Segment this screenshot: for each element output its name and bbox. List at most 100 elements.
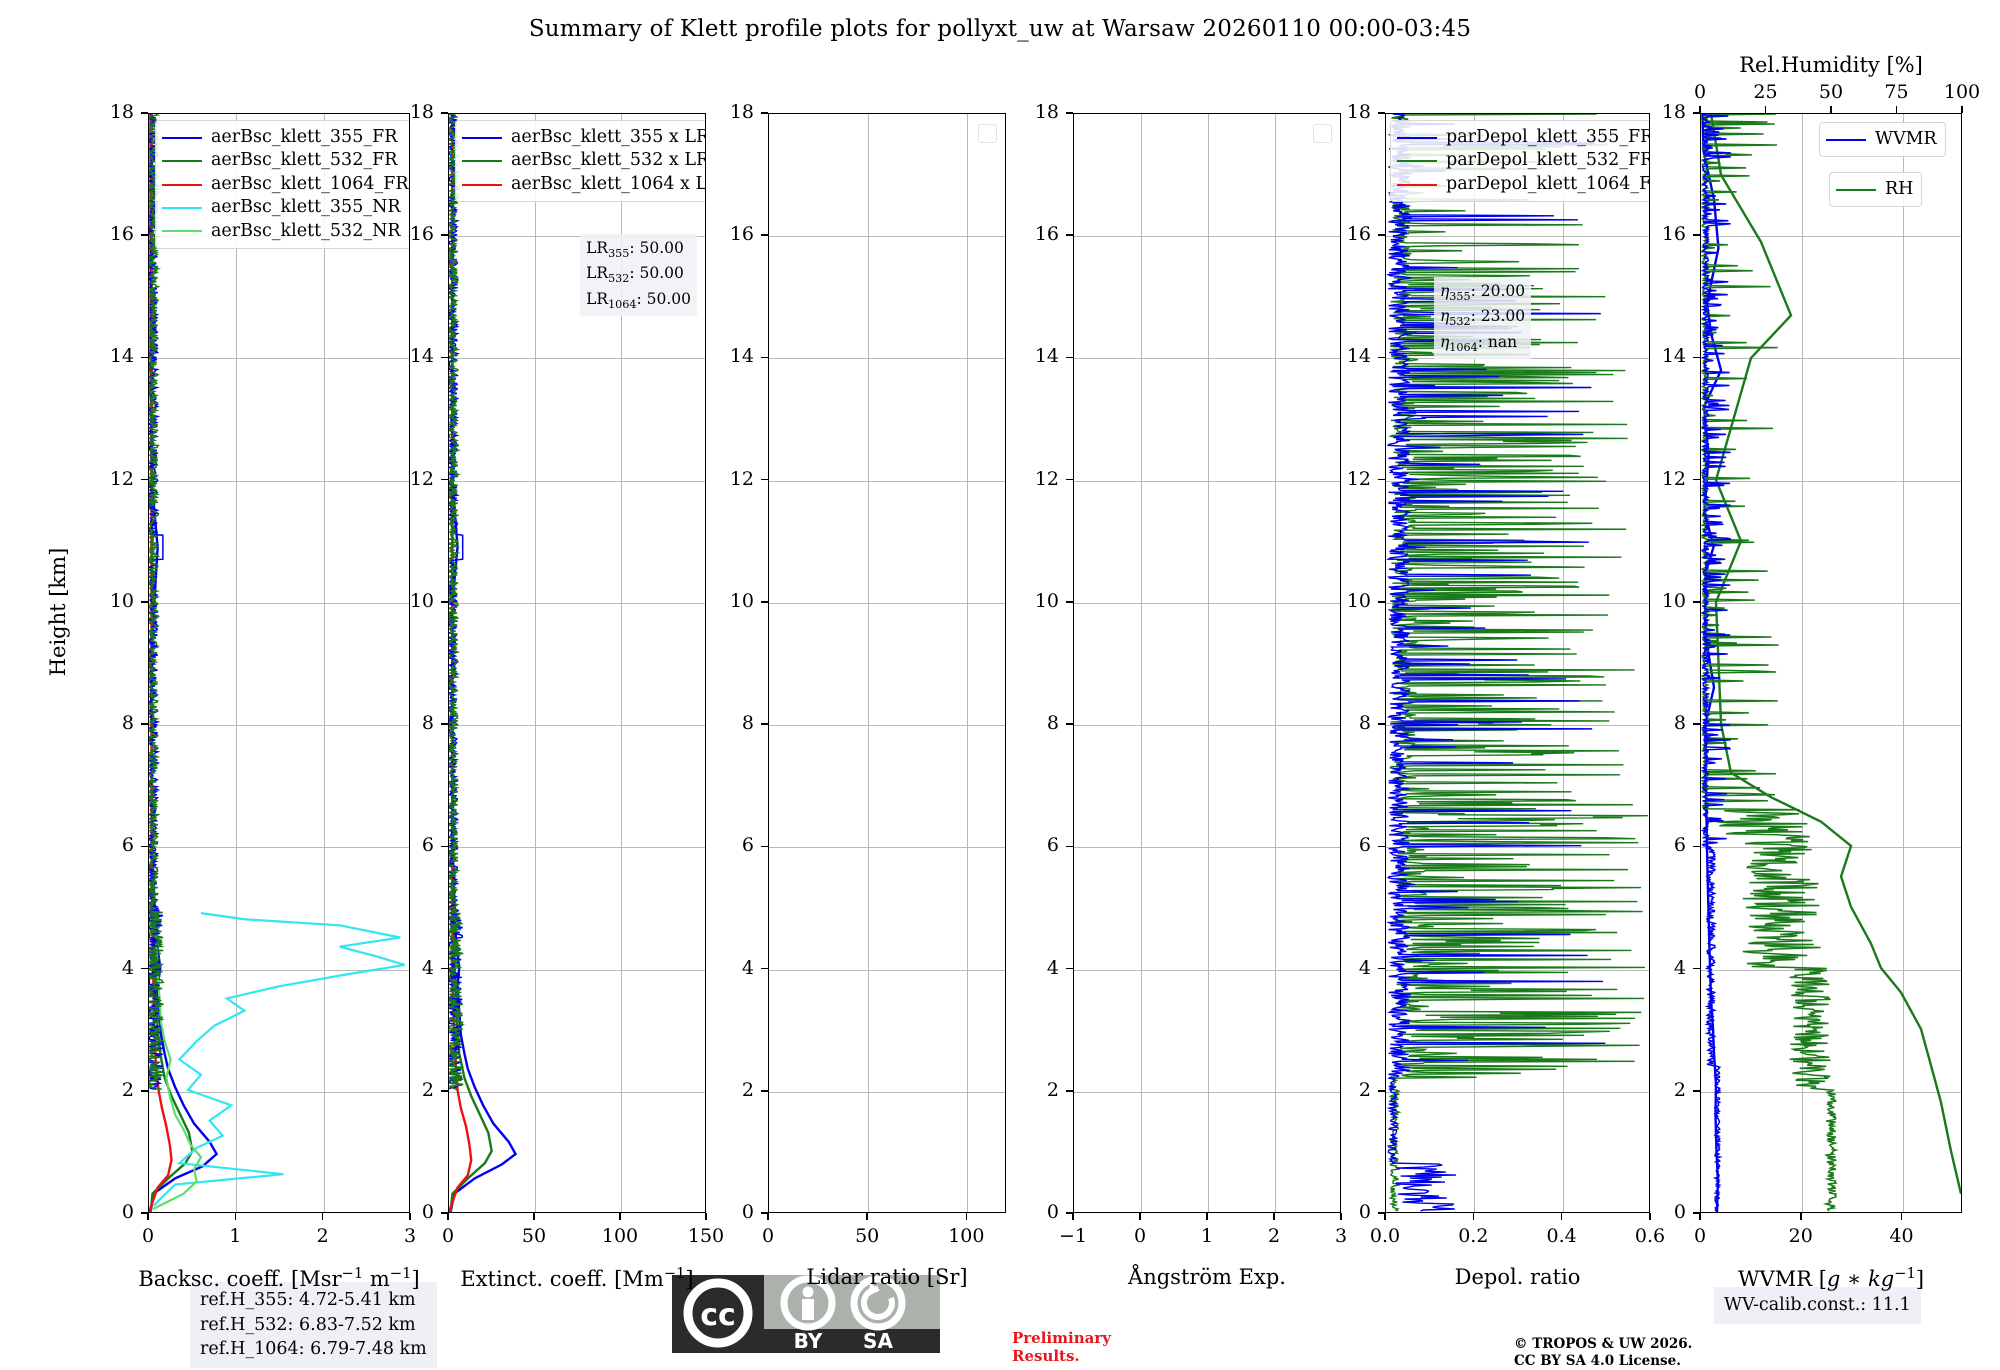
- gridline-horizontal: [769, 480, 1005, 482]
- gridline-horizontal: [449, 847, 705, 849]
- legend-label: WVMR: [1875, 129, 1937, 149]
- series-layer: [1701, 114, 1961, 1212]
- y-tick-label: 8: [1358, 712, 1371, 735]
- legend-row: aerBsc_klett_532 x LR: [462, 149, 705, 172]
- legend-swatch-icon: [462, 136, 502, 139]
- copyright-note: © TROPOS & UW 2026. CC BY SA 4.0 License…: [1514, 1336, 1692, 1370]
- gridline-horizontal: [1386, 969, 1649, 971]
- x-tick-label: 2: [316, 1225, 329, 1247]
- y-tick-label: 6: [1046, 834, 1059, 857]
- gridline-vertical: [868, 114, 870, 1212]
- legend-wvmr-0: WVMR: [1819, 122, 1946, 158]
- x-axis-label-backscatter: Backsc. coeff. [Msr−1 m−1]: [138, 1265, 420, 1291]
- gridline-horizontal: [1386, 847, 1649, 849]
- legend-label: aerBsc_klett_355_NR: [211, 197, 401, 218]
- gridline-vertical: [621, 114, 622, 1212]
- x-tick-label: 0.2: [1458, 1225, 1489, 1247]
- gridline-horizontal: [769, 358, 1005, 360]
- legend-row: aerBsc_klett_355_NR: [162, 196, 409, 219]
- y-tick-label: 16: [1034, 223, 1059, 246]
- cc-by-label: BY: [794, 1329, 823, 1353]
- y-tickmark: [441, 845, 448, 848]
- gridline-vertical: [1801, 114, 1803, 1212]
- x-axis-label-angstrom: Ångström Exp.: [1128, 1265, 1286, 1289]
- gridline-horizontal: [149, 969, 409, 971]
- y-tickmark: [1066, 845, 1073, 848]
- x-axis-label-depol-ratio: Depol. ratio: [1454, 1265, 1581, 1289]
- y-tickmark: [761, 723, 768, 725]
- legend-label: parDepol_klett_355_FR: [1446, 127, 1650, 147]
- y-tickmark: [141, 967, 148, 970]
- y-tick-label: 10: [1346, 589, 1371, 612]
- x-tickmark: [1072, 1213, 1074, 1220]
- y-tick-label: 6: [1673, 834, 1686, 857]
- legend-row: parDepol_klett_1064_FR: [1397, 173, 1649, 196]
- legend-swatch-icon: [1397, 183, 1437, 186]
- y-tick-label: 2: [421, 1078, 434, 1101]
- legend-label: aerBsc_klett_532_NR: [211, 220, 401, 241]
- y-tickmark: [1066, 1089, 1073, 1092]
- gridline-horizontal: [449, 602, 705, 604]
- y-tick-label: 14: [409, 345, 434, 368]
- x-tickmark: [1472, 1213, 1475, 1220]
- legend-row: aerBsc_klett_1064_FR: [162, 173, 409, 196]
- legend-wvmr-1: RH: [1829, 172, 1923, 208]
- depol-noise-layer: [1386, 114, 1649, 1212]
- y-tick-label: 14: [729, 345, 754, 368]
- x-tickmark: [1206, 1213, 1208, 1220]
- y-tickmark: [1378, 723, 1385, 725]
- x-tick-label: 0.4: [1546, 1225, 1577, 1247]
- panel-angstrom: [1073, 113, 1341, 1213]
- wvmr-noise-layer: [1701, 114, 1961, 1212]
- y-tickmark: [761, 967, 768, 970]
- y-tickmark: [141, 601, 148, 603]
- y-tick-label: 14: [1661, 345, 1686, 368]
- gridline-horizontal: [1074, 602, 1340, 604]
- preliminary-line-1: Preliminary: [1012, 1329, 1111, 1347]
- x-tickmark: [409, 1213, 411, 1220]
- gridline-horizontal: [449, 480, 705, 482]
- panel-wvmr: WVMR RH: [1700, 113, 1962, 1213]
- y-tick-label: 18: [1034, 101, 1059, 123]
- gridline-horizontal: [1701, 725, 1961, 727]
- x-tickmark: [147, 1213, 149, 1220]
- y-tickmark: [1066, 112, 1073, 114]
- legend-row: parDepol_klett_532_FR: [1397, 149, 1649, 172]
- x-tickmark: [705, 1213, 707, 1220]
- y-tick-label: 10: [409, 589, 434, 612]
- gridline-horizontal: [769, 847, 1005, 849]
- legend-row: aerBsc_klett_1064 x LR: [462, 173, 705, 196]
- y-tickmark: [1378, 1212, 1385, 1214]
- y-tick-label: 16: [1661, 223, 1686, 246]
- gridline-vertical: [1902, 114, 1904, 1212]
- panel-corner-marker: [978, 124, 997, 143]
- y-tick-label: 2: [741, 1078, 754, 1101]
- legend-row: aerBsc_klett_532_FR: [162, 149, 409, 172]
- legend-label: aerBsc_klett_1064_FR: [211, 173, 409, 194]
- legend-swatch-icon: [1397, 136, 1437, 139]
- y-tick-label: 10: [109, 589, 134, 612]
- y-tickmark: [141, 478, 148, 481]
- gridline-horizontal: [769, 236, 1005, 238]
- y-tickmark: [761, 356, 768, 359]
- upper-noise-layer: [449, 114, 705, 1212]
- legend-swatch-icon: [162, 136, 202, 139]
- legend-swatch-icon: [162, 207, 202, 210]
- y-tickmark: [1378, 967, 1385, 970]
- y-tickmark: [1693, 723, 1700, 725]
- y-tick-label: 16: [729, 223, 754, 246]
- x-tickmark: [619, 1213, 621, 1220]
- y-tickmark: [441, 601, 448, 603]
- y-tickmark: [141, 1089, 148, 1092]
- gridline-vertical: [1141, 114, 1142, 1212]
- ref-h-532: ref.H_532: 6.83-7.52 km: [200, 1314, 416, 1335]
- x-tickmark: [1384, 1213, 1386, 1220]
- gridline-horizontal: [1074, 969, 1340, 971]
- y-tickmark: [1693, 601, 1700, 603]
- gridline-horizontal: [1074, 358, 1340, 360]
- x-tickmark: [321, 1213, 324, 1220]
- gridline-horizontal: [1386, 236, 1649, 238]
- page-title: Summary of Klett profile plots for polly…: [528, 16, 1472, 42]
- y-tickmark: [1066, 601, 1073, 603]
- x-tick-label: 1: [229, 1225, 242, 1247]
